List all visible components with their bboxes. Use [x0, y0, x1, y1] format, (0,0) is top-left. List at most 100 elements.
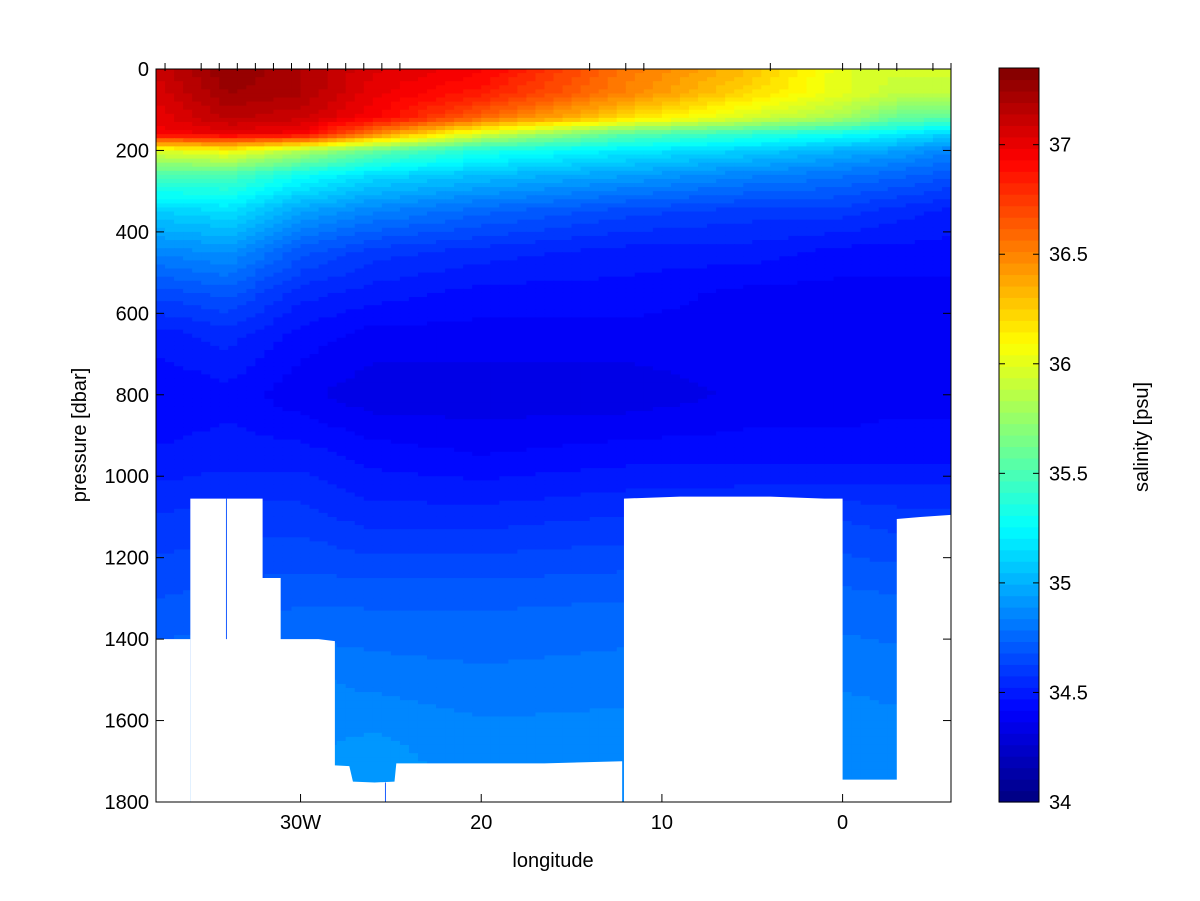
salinity-cell — [815, 146, 826, 152]
salinity-cell — [544, 240, 555, 245]
salinity-cell — [156, 150, 166, 156]
salinity-cell — [797, 231, 808, 237]
salinity-cell — [219, 113, 229, 119]
salinity-cell — [616, 215, 627, 221]
salinity-cell — [598, 207, 609, 213]
salinity-cell — [779, 113, 789, 119]
salinity-cell — [318, 256, 329, 261]
salinity-cell — [336, 162, 347, 168]
salinity-cell — [788, 231, 799, 237]
salinity-cell — [264, 174, 275, 180]
salinity-cell — [779, 69, 789, 74]
salinity-cell — [797, 174, 808, 180]
salinity-cell — [363, 93, 374, 99]
salinity-cell — [887, 166, 898, 172]
salinity-cell — [156, 158, 166, 164]
salinity-cell — [255, 81, 266, 86]
salinity-cell — [381, 203, 392, 209]
salinity-cell — [192, 231, 202, 237]
salinity-cell — [408, 292, 419, 298]
salinity-cell — [923, 158, 934, 164]
salinity-cell — [788, 134, 799, 139]
salinity-cell — [454, 150, 464, 156]
salinity-cell — [941, 280, 951, 286]
salinity-cell — [210, 146, 220, 152]
salinity-cell — [716, 81, 726, 86]
salinity-cell — [643, 138, 654, 143]
salinity-cell — [481, 73, 491, 78]
salinity-cell — [219, 260, 229, 266]
salinity-cell — [815, 113, 826, 119]
salinity-cell — [716, 73, 726, 78]
salinity-cell — [896, 121, 907, 127]
salinity-cell — [318, 121, 329, 127]
salinity-cell — [788, 73, 799, 78]
salinity-cell — [752, 207, 762, 213]
salinity-cell — [417, 207, 428, 213]
salinity-cell — [165, 195, 175, 200]
salinity-cell — [580, 170, 591, 176]
salinity-cell — [264, 215, 275, 221]
salinity-cell — [716, 207, 726, 213]
salinity-cell — [291, 288, 302, 294]
salinity-cell — [878, 288, 889, 294]
salinity-cell — [571, 162, 582, 168]
salinity-cell — [544, 81, 555, 86]
salinity-cell — [779, 199, 789, 204]
salinity-cell — [580, 195, 591, 200]
salinity-cell — [445, 195, 455, 200]
salinity-cell — [499, 183, 509, 188]
salinity-cell — [201, 260, 211, 266]
salinity-cell — [887, 146, 898, 152]
salinity-cell — [616, 260, 627, 266]
salinity-cell — [923, 276, 934, 282]
salinity-cell — [562, 276, 573, 282]
salinity-cell — [399, 280, 410, 286]
salinity-cell — [707, 162, 717, 168]
salinity-cell — [472, 223, 482, 229]
salinity-cell — [381, 284, 392, 290]
salinity-cell — [842, 138, 853, 143]
salinity-cell — [878, 223, 889, 229]
salinity-cell — [788, 93, 799, 99]
salinity-cell — [246, 240, 256, 245]
salinity-cell — [201, 134, 211, 139]
salinity-cell — [887, 117, 898, 123]
salinity-cell — [327, 166, 338, 172]
salinity-cell — [508, 81, 518, 86]
salinity-cell — [851, 191, 862, 196]
salinity-cell — [490, 150, 500, 156]
salinity-cell — [616, 292, 627, 298]
salinity-cell — [625, 113, 636, 119]
salinity-cell — [815, 109, 826, 115]
salinity-cell — [463, 264, 473, 270]
salinity-cell — [219, 227, 229, 233]
salinity-cell — [372, 81, 383, 86]
salinity-cell — [246, 170, 256, 176]
salinity-cell — [363, 268, 374, 274]
salinity-cell — [670, 138, 681, 143]
salinity-cell — [869, 280, 880, 286]
salinity-cell — [553, 191, 564, 196]
salinity-cell — [381, 178, 392, 184]
salinity-cell — [273, 256, 284, 261]
salinity-cell — [237, 248, 247, 253]
salinity-cell — [752, 81, 762, 86]
salinity-cell — [752, 142, 762, 147]
salinity-cell — [932, 284, 943, 290]
salinity-cell — [887, 73, 898, 78]
salinity-cell — [481, 154, 491, 160]
salinity-cell — [562, 207, 573, 213]
salinity-cell — [824, 109, 835, 115]
salinity-cell — [824, 146, 835, 152]
salinity-cell — [698, 174, 708, 180]
salinity-cell — [544, 284, 555, 290]
salinity-cell — [860, 134, 871, 139]
salinity-cell — [390, 223, 401, 229]
salinity-cell — [246, 97, 256, 103]
salinity-cell — [165, 105, 175, 111]
salinity-cell — [779, 126, 789, 131]
salinity-cell — [634, 97, 645, 103]
salinity-cell — [481, 231, 491, 237]
salinity-cell — [300, 146, 311, 152]
